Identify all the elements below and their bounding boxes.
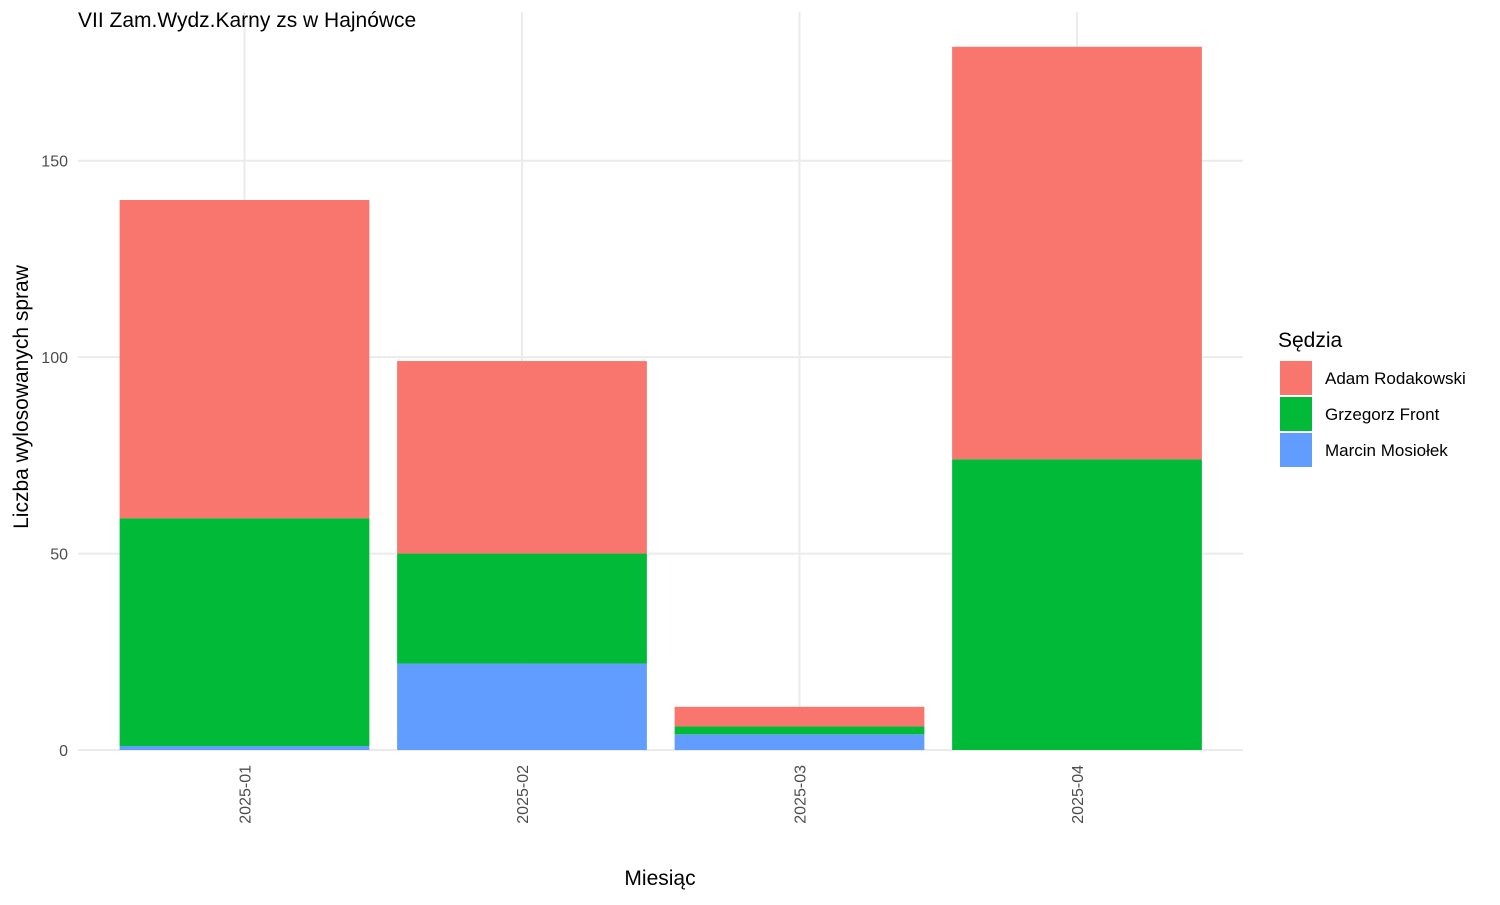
bar-segment-grzegorz-front <box>119 518 370 747</box>
legend-key <box>1280 433 1312 467</box>
bar-segment-adam-rodakowski <box>397 361 647 554</box>
x-tick-label: 2025-03 <box>793 765 810 824</box>
x-tick-label: 2025-04 <box>1070 765 1087 824</box>
bar-segment-grzegorz-front <box>674 726 925 735</box>
x-tick-label: 2025-01 <box>238 765 255 824</box>
legend-label: Adam Rodakowski <box>1325 369 1466 388</box>
bar-segment-grzegorz-front <box>952 459 1202 750</box>
legend: Sędzia Adam Rodakowski Grzegorz Front Marc… <box>1278 329 1466 467</box>
bar-segment-adam-rodakowski <box>119 199 370 519</box>
x-tick-label: 2025-02 <box>515 765 532 824</box>
y-tick-label: 50 <box>50 547 68 564</box>
bar-segment-adam-rodakowski <box>674 706 925 727</box>
legend-key <box>1280 361 1312 395</box>
bar-segment-adam-rodakowski <box>952 46 1202 460</box>
y-tick-label: 150 <box>41 154 68 171</box>
legend-label: Grzegorz Front <box>1325 405 1440 424</box>
x-tick-labels: 2025-01 2025-02 2025-03 2025-04 <box>238 765 1088 824</box>
bar-segment-marcin-mosio-ek <box>119 746 370 750</box>
legend-label: Marcin Mosiołek <box>1325 441 1448 460</box>
y-tick-label: 100 <box>41 350 68 367</box>
x-axis-title: Miesiąc <box>624 867 695 890</box>
bar-segment-marcin-mosio-ek <box>674 734 925 750</box>
legend-items: Adam Rodakowski Grzegorz Front Marcin Mosi… <box>1280 361 1466 467</box>
y-tick-label: 0 <box>59 743 68 760</box>
bars-layer <box>119 46 1202 750</box>
legend-key <box>1280 397 1312 431</box>
y-axis-title: Liczba wylosowanych spraw <box>10 264 33 529</box>
bar-segment-grzegorz-front <box>397 553 647 664</box>
legend-title: Sędzia <box>1278 329 1343 352</box>
y-tick-labels: 0 50 100 150 <box>41 154 68 760</box>
bar-segment-marcin-mosio-ek <box>397 663 647 750</box>
chart-title: VII Zam.Wydz.Karny zs w Hajnówce <box>78 9 416 32</box>
